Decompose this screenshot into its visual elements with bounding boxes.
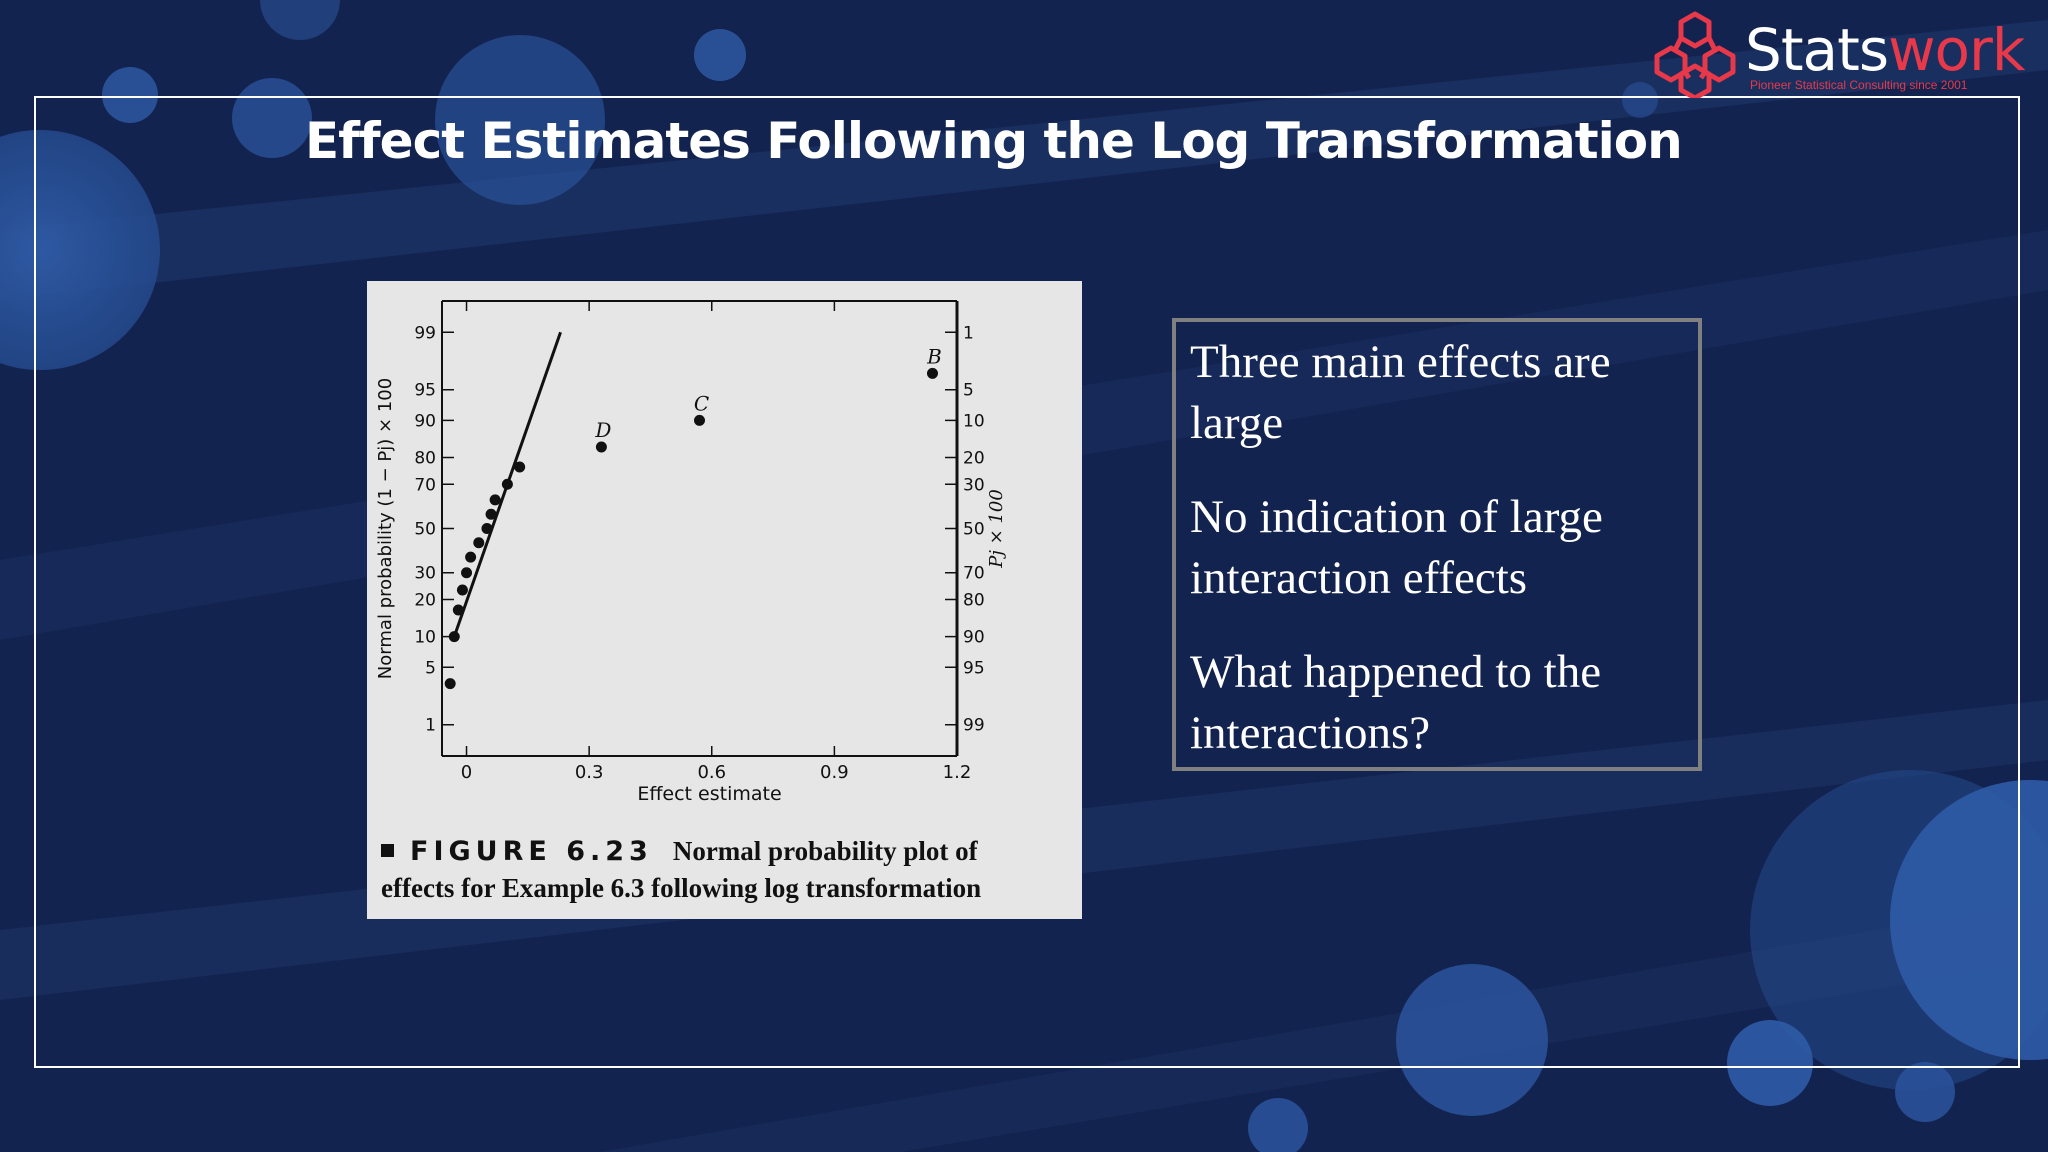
- right-tick-label: 10: [963, 411, 985, 431]
- data-point: [514, 461, 526, 473]
- right-tick-label: 20: [963, 449, 985, 469]
- caption-line-2: effects for Example 6.3 following log tr…: [381, 873, 982, 903]
- data-point: [489, 494, 501, 506]
- slide-title: Effect Estimates Following the Log Trans…: [305, 112, 1683, 170]
- point-label-c: C: [694, 391, 709, 415]
- data-point: [456, 584, 468, 596]
- data-point: [473, 537, 485, 549]
- normal-probability-plot: 0 0.3 0.6 0.9 1.2 1 5 10 20 30 50 70 80 90 95 99 99 95 90 8…: [375, 300, 1007, 805]
- logo-name-part1: Stats: [1745, 16, 1889, 84]
- figure-caption: FIGURE 6.23 Normal probability plot of ef…: [381, 833, 981, 906]
- point-label-d: D: [594, 418, 611, 442]
- right-tick-label: 50: [963, 520, 985, 540]
- logo-wordmark: Statswork: [1745, 16, 2025, 84]
- right-tick-label: 99: [963, 716, 985, 736]
- caption-line-1: Normal probability plot of: [672, 836, 978, 866]
- figure-label: FIGURE 6.23: [410, 836, 653, 867]
- data-point: [595, 441, 607, 453]
- left-tick-label: 80: [414, 449, 436, 469]
- data-point: [926, 367, 938, 379]
- data-point: [694, 414, 705, 426]
- y-axis-label-right: Pj × 100: [986, 489, 1007, 569]
- content-frame: [34, 96, 2020, 1068]
- data-point: [444, 678, 456, 690]
- right-tick-label: 30: [963, 475, 985, 495]
- data-point: [448, 631, 460, 643]
- key-point-3: What happened to the interactions?: [1190, 646, 1602, 759]
- left-tick-label: 20: [414, 590, 436, 610]
- key-point-1: Three main effects are large: [1190, 336, 1611, 449]
- x-tick-label: 0: [461, 762, 472, 783]
- left-tick-label: 95: [414, 381, 436, 401]
- x-tick-label: 0.9: [820, 762, 849, 783]
- data-point: [481, 523, 493, 534]
- y-axis-label-left: Normal probability (1 − Pj) × 100: [375, 378, 396, 679]
- data-point: [485, 508, 497, 520]
- left-tick-label: 1: [425, 716, 436, 736]
- right-tick-label: 5: [963, 381, 974, 401]
- left-tick-label: 30: [414, 564, 436, 584]
- x-axis-label: Effect estimate: [637, 783, 781, 805]
- x-tick-label: 0.3: [575, 762, 604, 783]
- left-tick-label: 99: [414, 323, 436, 343]
- key-point-2: No indication of large interaction effec…: [1190, 491, 1603, 604]
- logo-name-part2: work: [1888, 16, 2025, 84]
- left-tick-label: 5: [425, 658, 436, 678]
- left-tick-label: 50: [414, 520, 436, 540]
- data-point: [501, 478, 513, 490]
- data-point: [452, 604, 464, 616]
- data-point: [461, 567, 473, 579]
- logo-tagline: Pioneer Statistical Consulting since 200…: [1750, 78, 1968, 92]
- figure-image: 0 0.3 0.6 0.9 1.2 1 5 10 20 30 50 70 80 90 95 99 99 95 90 8…: [367, 281, 1082, 919]
- left-tick-label: 70: [414, 475, 436, 495]
- right-tick-label: 70: [963, 564, 985, 584]
- point-label-b: B: [926, 344, 942, 368]
- left-tick-label: 10: [414, 628, 436, 648]
- caption-bullet-icon: [381, 844, 394, 858]
- right-tick-label: 95: [963, 658, 985, 678]
- left-tick-label: 90: [414, 411, 436, 431]
- cube-logo-icon: [1654, 11, 1736, 101]
- company-logo: Statswork Pioneer Statistical Consulting…: [1645, 8, 2035, 101]
- x-tick-label: 0.6: [697, 762, 726, 783]
- right-tick-label: 1: [963, 323, 974, 343]
- key-points-box: Three main effects are large No indicati…: [1172, 318, 1702, 771]
- x-tick-label: 1.2: [943, 762, 972, 783]
- right-tick-label: 90: [963, 628, 985, 648]
- data-point: [465, 551, 477, 563]
- right-tick-label: 80: [963, 590, 985, 610]
